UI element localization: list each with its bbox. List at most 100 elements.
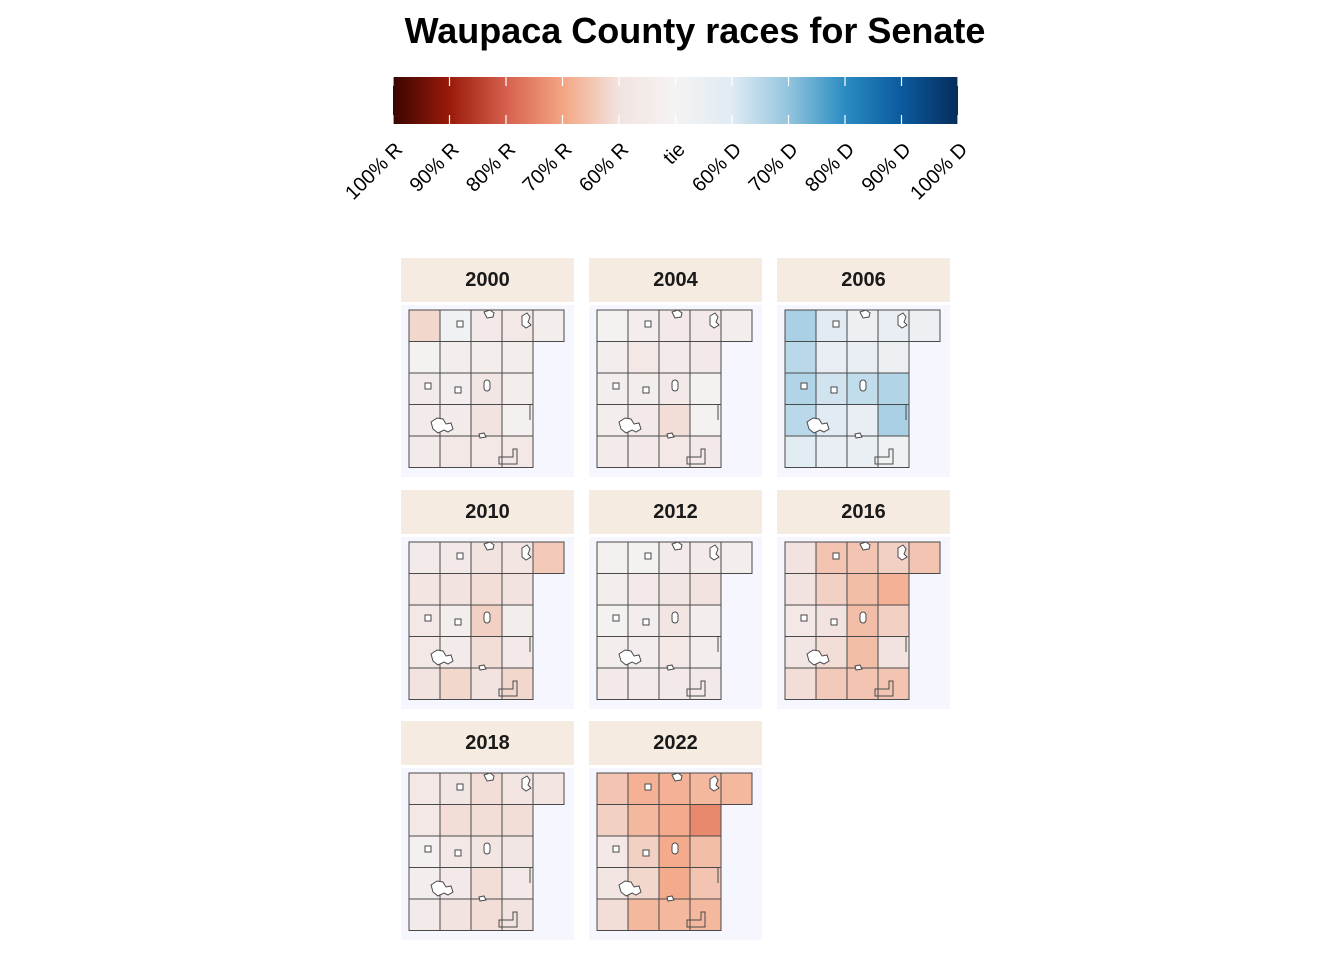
- city-outline: [897, 312, 908, 329]
- township-cell: [596, 898, 629, 931]
- township-cell: [532, 309, 565, 342]
- township-cell: [439, 804, 472, 837]
- township-cell: [470, 404, 503, 437]
- township-cell: [908, 541, 941, 574]
- township-cell: [470, 573, 503, 606]
- township-cell: [720, 772, 753, 805]
- township-cell: [408, 667, 441, 700]
- township-cell: [877, 372, 910, 405]
- city-outline: [709, 544, 720, 561]
- township-cell: [815, 404, 848, 437]
- township-cell: [846, 341, 879, 374]
- legend-label: 100% D: [906, 139, 972, 205]
- panel-year-label: 2012: [653, 500, 698, 523]
- township-cell: [501, 372, 534, 405]
- panel-year-strip: 2022: [589, 721, 762, 765]
- city-outline: [666, 895, 675, 902]
- city-outline: [859, 379, 867, 392]
- chart-title: Waupaca County races for Senate: [404, 10, 986, 51]
- township-cell: [470, 435, 503, 468]
- city-outline: [671, 842, 679, 855]
- township-cell: [627, 573, 660, 606]
- city-outline: [671, 772, 683, 782]
- township-cell: [596, 772, 629, 805]
- legend-label: 70% D: [745, 139, 803, 197]
- city-outline: [430, 880, 454, 897]
- city-outline: [483, 379, 491, 392]
- city-outline: [897, 544, 908, 561]
- township-cell: [501, 636, 534, 669]
- city-outline: [806, 649, 830, 666]
- township-cell: [627, 667, 660, 700]
- city-outline: [424, 614, 432, 622]
- township-cell: [689, 573, 722, 606]
- panel-map-area: [777, 305, 950, 477]
- township-cell: [596, 435, 629, 468]
- township-cell: [689, 372, 722, 405]
- township-cell: [532, 772, 565, 805]
- township-cell: [877, 341, 910, 374]
- city-outline: [478, 664, 487, 671]
- county-map: [596, 309, 753, 468]
- panel-year-strip: 2000: [401, 258, 574, 302]
- city-outline: [454, 618, 462, 626]
- township-cell: [846, 573, 879, 606]
- township-cell: [815, 341, 848, 374]
- township-cell: [689, 636, 722, 669]
- city-outline: [454, 849, 462, 857]
- township-cell: [408, 573, 441, 606]
- township-cell: [439, 636, 472, 669]
- city-outline: [498, 911, 518, 928]
- township-cell: [596, 573, 629, 606]
- township-cell: [532, 541, 565, 574]
- city-outline: [612, 845, 620, 853]
- panel-year-label: 2010: [465, 500, 510, 523]
- city-outline: [478, 432, 487, 439]
- township-cell: [408, 804, 441, 837]
- city-outline: [686, 448, 706, 465]
- city-outline: [671, 541, 683, 551]
- city-outline: [854, 664, 863, 671]
- township-cell: [439, 667, 472, 700]
- city-outline: [709, 312, 720, 329]
- county-map: [784, 309, 941, 468]
- township-cell: [658, 667, 691, 700]
- city-outline: [618, 417, 642, 434]
- township-cell: [877, 404, 910, 437]
- city-outline: [644, 552, 652, 560]
- city-outline: [642, 849, 650, 857]
- city-outline: [666, 432, 675, 439]
- township-cell: [720, 309, 753, 342]
- township-cell: [596, 341, 629, 374]
- city-outline: [874, 680, 894, 697]
- township-cell: [501, 341, 534, 374]
- city-outline: [671, 611, 679, 624]
- township-cell: [627, 435, 660, 468]
- city-outline: [618, 880, 642, 897]
- township-cell: [784, 667, 817, 700]
- panel-map-area: [589, 768, 762, 940]
- panel-year-strip: 2010: [401, 490, 574, 534]
- township-cell: [658, 573, 691, 606]
- township-cell: [846, 636, 879, 669]
- legend-label: 80% R: [462, 139, 520, 197]
- township-cell: [689, 341, 722, 374]
- city-outline: [456, 552, 464, 560]
- legend-label: 70% R: [519, 139, 577, 197]
- township-cell: [784, 573, 817, 606]
- city-outline: [478, 895, 487, 902]
- township-cell: [658, 404, 691, 437]
- panel-map-area: [401, 768, 574, 940]
- township-cell: [408, 772, 441, 805]
- township-cell: [501, 804, 534, 837]
- city-outline: [830, 386, 838, 394]
- panel-map-area: [777, 537, 950, 709]
- panel-map-area: [401, 537, 574, 709]
- city-outline: [832, 320, 840, 328]
- city-outline: [832, 552, 840, 560]
- legend-label: 60% D: [688, 139, 746, 197]
- township-cell: [439, 541, 472, 574]
- township-cell: [627, 772, 660, 805]
- township-cell: [877, 573, 910, 606]
